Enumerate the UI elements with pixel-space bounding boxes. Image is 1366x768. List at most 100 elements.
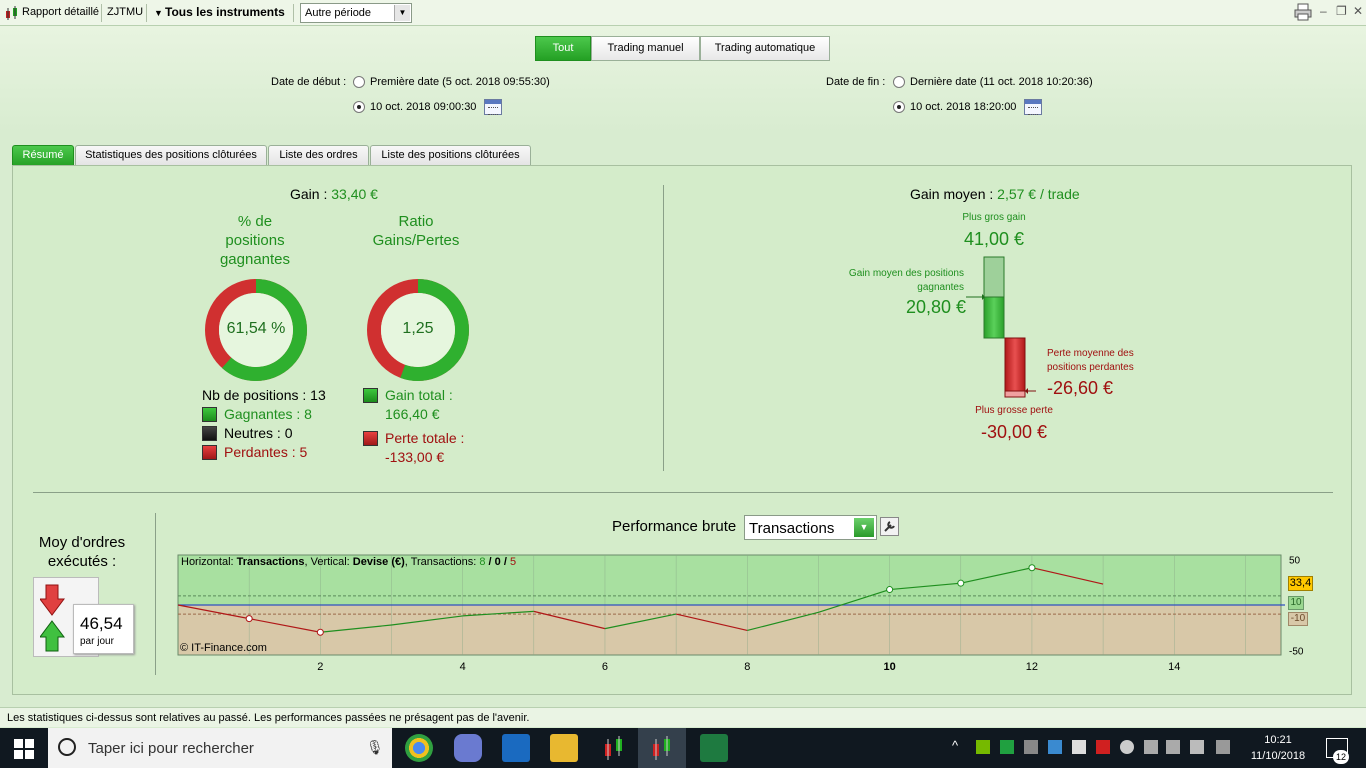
tab-liste-positions[interactable]: Liste des positions clôturées [370,145,531,165]
series-segment [1031,567,1104,585]
excel-icon[interactable] [700,734,728,762]
calendar-icon[interactable] [484,99,502,115]
series-segment [320,624,392,633]
x-tick-label: 14 [1168,661,1180,673]
microphone-icon[interactable]: 🎙 [366,739,384,755]
cloud-icon[interactable] [1120,740,1134,754]
pct-winning-value: 61,54 % [226,320,286,337]
notification-count: 12 [1333,750,1349,764]
gain-total-value: 166,40 € [385,406,440,422]
legend-perdantes: Perdantes : 5 [224,444,308,460]
instruments-dropdown[interactable]: Tous les instruments [165,5,285,19]
x-tick-label: 2 [317,661,323,673]
tab-statistiques[interactable]: Statistiques des positions clôturées [75,145,267,165]
gain-header: Gain : 33,40 € [290,186,378,202]
data-point [957,579,965,587]
calendar-icon[interactable] [1024,99,1042,115]
end-custom-date-value[interactable]: 10 oct. 2018 18:20:00 [910,101,1017,113]
series-segment [747,611,819,632]
series-segment [177,604,250,620]
tray-icon[interactable] [1024,740,1038,754]
keyboard-icon[interactable] [1216,740,1230,754]
volume-icon[interactable] [1166,740,1180,754]
gain-moyen-label: Gain moyen : [910,186,994,202]
data-point [886,586,894,594]
network-icon[interactable] [1144,740,1158,754]
end-custom-date-radio[interactable] [893,101,905,113]
restore-icon[interactable]: ❐ [1336,4,1347,18]
plus-gros-gain-value: 41,00 € [963,229,1025,249]
tab-trading-manuel[interactable]: Trading manuel [591,36,700,61]
start-first-date-radio[interactable] [353,76,365,88]
printer-icon[interactable] [1294,3,1312,24]
legend-swatch-red [363,431,378,446]
end-date-label: Date de fin : [826,76,886,88]
x-tick-label: 4 [460,661,466,673]
gain-total-label: Gain total : [385,387,453,403]
shield-icon[interactable] [1072,740,1086,754]
taskbar-clock[interactable]: 10:21 11/10/2018 [1250,732,1306,764]
wrench-icon[interactable] [880,517,899,536]
app-tray-icon[interactable] [1000,740,1014,754]
windows-start-icon[interactable] [14,739,34,762]
legend-gagnantes: Gagnantes : 8 [224,406,312,422]
ratio-title-line: Gains/Pertes [372,232,460,249]
chart-header-text: Horizontal: [181,556,237,568]
start-custom-date-radio[interactable] [353,101,365,113]
candlestick-app-icon[interactable] [648,734,676,762]
chrome-icon[interactable] [405,734,433,762]
chevron-up-icon[interactable]: ^ [952,738,959,753]
performance-select[interactable]: Transactions ▼ [744,515,877,540]
perte-totale-label: Perte totale : [385,430,465,446]
tray-icon[interactable] [1048,740,1062,754]
series-segment [249,618,321,633]
perte-moyenne-value: -26,60 € [1047,378,1114,398]
chart-header-winners: 8 [479,556,486,568]
pct-winning-donut [205,279,307,381]
pct-title-line: positions [225,232,285,249]
series-segment [604,613,677,630]
period-select[interactable]: Autre période ▼ [300,3,412,23]
chart-header-text: , Transactions: [404,556,480,568]
gain-moyen-pos-label-line: gagnantes [917,282,964,293]
tab-liste-ordres[interactable]: Liste des ordres [268,145,369,165]
candlestick-app-icon[interactable] [600,734,628,762]
plus-grosse-perte-label: Plus grosse perte [975,405,1053,416]
x-tick-label: 6 [602,661,608,673]
clock-time: 10:21 [1264,734,1292,746]
plus-gros-gain-label: Plus gros gain [962,212,1026,223]
outlook-icon[interactable] [502,734,530,762]
title-bar: Rapport détaillé ZJTMU ▼ Tous les instru… [0,0,1366,26]
section-divider [155,513,156,675]
discord-icon[interactable] [454,734,482,762]
chart-header-losers: 5 [509,556,517,568]
candlestick-app-icon [4,5,18,20]
tab-trading-automatique[interactable]: Trading automatique [700,36,830,61]
chevron-down-icon[interactable]: ▼ [394,5,410,21]
gain-moyen-header: Gain moyen : 2,57 € / trade [910,186,1080,202]
tab-resume[interactable]: Résumé [12,145,74,165]
legend-swatch-green [363,388,378,403]
arrow-left-icon [1025,388,1028,394]
language-icon[interactable] [1190,740,1204,754]
active-taskbar-item[interactable] [638,728,686,768]
nvidia-icon[interactable] [976,740,990,754]
perte-moyenne-label: Perte moyenne des positions perdantes [1047,347,1134,375]
start-custom-date-value[interactable]: 10 oct. 2018 09:00:30 [370,101,477,113]
chevron-down-icon[interactable]: ▼ [854,518,874,537]
close-icon[interactable]: ✕ [1353,4,1364,18]
chart-header-h: Transactions [236,556,305,568]
data-point [316,628,324,636]
file-explorer-icon[interactable] [550,734,578,762]
donut-win-arc [367,279,469,381]
tab-tout[interactable]: Tout [535,36,591,61]
legend-swatch-red [202,445,217,460]
band-bottom-label: -10 [1288,612,1308,626]
end-last-date-radio[interactable] [893,76,905,88]
minimize-icon[interactable]: – [1320,4,1327,18]
taskbar-search[interactable]: Taper ici pour rechercher 🎙 [48,728,392,768]
pct-title-line: gagnantes [219,251,291,268]
account-label[interactable]: ZJTMU [107,6,144,18]
report-menu[interactable]: Rapport détaillé [22,6,100,18]
antivirus-icon[interactable] [1096,740,1110,754]
